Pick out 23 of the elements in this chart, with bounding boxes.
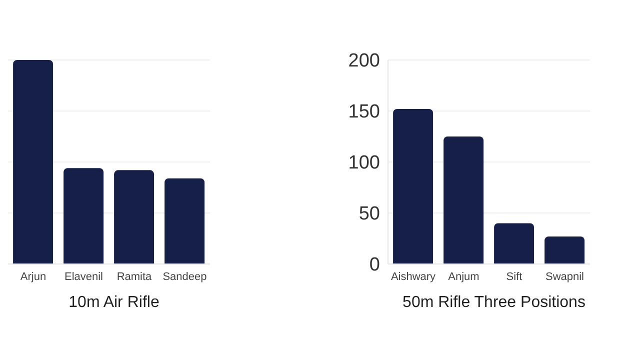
y-tick-label: 100 [348, 152, 380, 174]
x-tick-label: Ramita [116, 270, 153, 283]
y-tick-label: 150 [348, 102, 380, 123]
bar [164, 178, 205, 264]
bar [393, 108, 434, 264]
bar [64, 168, 104, 264]
x-tick-label: Aishwary [390, 270, 436, 283]
x-tick-label: Anjum [448, 270, 480, 283]
x-tick-label: Sandeep [162, 270, 207, 283]
x-tick-label: Swapnil [545, 270, 584, 283]
y-tick-label: 50 [358, 204, 380, 225]
text: 10m Air Rifle [68, 294, 160, 312]
text: 50m Rifle Three Positions [402, 294, 586, 312]
bar [444, 136, 484, 264]
y-tick-label: 0 [369, 254, 380, 276]
bar [544, 236, 585, 264]
x-tick-label: Elavenil [64, 270, 104, 283]
bar [114, 170, 154, 264]
x-tick-label: Arjun [20, 270, 46, 283]
bar [494, 223, 534, 264]
y-tick-label: 200 [348, 50, 380, 72]
x-tick-label: Sift [506, 270, 522, 283]
bar [13, 60, 54, 264]
